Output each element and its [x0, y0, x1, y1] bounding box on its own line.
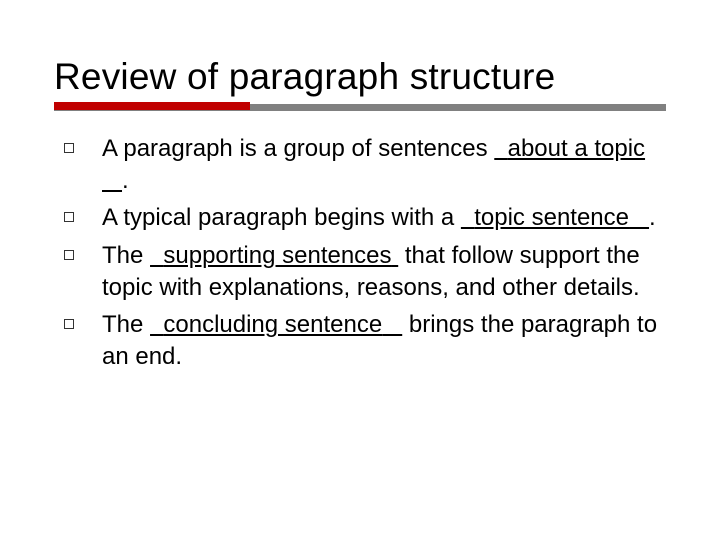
blank-answer: supporting sentences — [163, 242, 391, 269]
bullet-text-pre: A typical paragraph begins with a — [102, 204, 461, 231]
bullet-list: A paragraph is a group of sentences abou… — [54, 133, 666, 373]
blank-padding — [150, 242, 163, 269]
square-bullet-icon — [64, 250, 74, 260]
list-item: The concluding sentence brings the parag… — [58, 309, 666, 372]
bullet-text-pre: The — [102, 311, 150, 338]
blank-padding — [150, 311, 163, 338]
blank-padding — [494, 135, 507, 162]
bullet-text-pre: A paragraph is a group of sentences — [102, 135, 494, 162]
slide-container: Review of paragraph structure A paragrap… — [0, 0, 720, 540]
list-item: A typical paragraph begins with a topic … — [58, 202, 666, 234]
blank-answer: concluding sentence — [163, 311, 382, 338]
title-underline-accent — [54, 102, 250, 110]
blank-padding — [102, 167, 122, 194]
bullet-text-post: . — [122, 167, 129, 194]
list-item: The supporting sentences that follow sup… — [58, 240, 666, 303]
square-bullet-icon — [64, 143, 74, 153]
bullet-text-pre: The — [102, 242, 150, 269]
bullet-text-post: . — [649, 204, 656, 231]
square-bullet-icon — [64, 319, 74, 329]
blank-padding — [461, 204, 474, 231]
slide-title: Review of paragraph structure — [54, 56, 666, 98]
square-bullet-icon — [64, 212, 74, 222]
blank-answer: topic sentence — [474, 204, 629, 231]
title-underline-track — [54, 104, 666, 111]
list-item: A paragraph is a group of sentences abou… — [58, 133, 666, 196]
blank-padding — [629, 204, 649, 231]
blank-answer: about a topic — [508, 135, 645, 162]
blank-padding — [382, 311, 402, 338]
